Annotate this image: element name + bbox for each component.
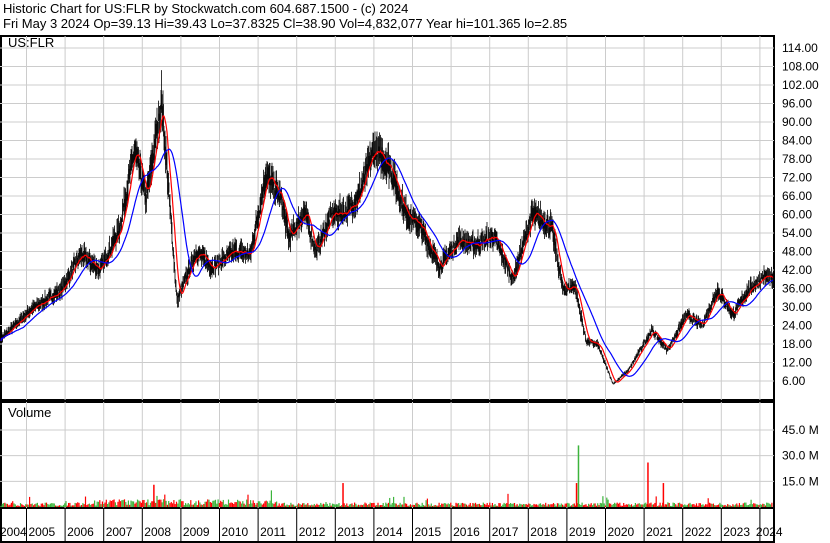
- year-label: 2021: [646, 525, 673, 539]
- symbol-label: US:FLR: [8, 35, 54, 50]
- year-label: 2022: [685, 525, 712, 539]
- price-tick-label: 18.00: [782, 337, 812, 351]
- year-label: 2015: [415, 525, 442, 539]
- year-label: 2007: [106, 525, 133, 539]
- price-tick-label: 30.00: [782, 300, 812, 314]
- price-tick-label: 72.00: [782, 171, 812, 185]
- price-tick-label: 78.00: [782, 152, 812, 166]
- year-label: 2012: [299, 525, 326, 539]
- year-label: 2020: [608, 525, 635, 539]
- volume-panel: [0, 401, 775, 509]
- price-tick-label: 96.00: [782, 97, 812, 111]
- price-tick-label: 36.00: [782, 282, 812, 296]
- price-tick-label: 90.00: [782, 115, 812, 129]
- year-label: 2016: [453, 525, 480, 539]
- quote-line: Fri May 3 2024 Op=39.13 Hi=39.43 Lo=37.8…: [3, 16, 568, 31]
- volume-tick-label: 45.0 M: [782, 423, 819, 437]
- price-tick-label: 12.00: [782, 356, 812, 370]
- year-label: 2006: [67, 525, 94, 539]
- year-label: 2023: [723, 525, 750, 539]
- year-label: 2008: [144, 525, 171, 539]
- price-panel: [0, 35, 775, 401]
- price-tick-label: 84.00: [782, 134, 812, 148]
- moving-average-short: [0, 115, 774, 383]
- volume-label: Volume: [8, 405, 51, 420]
- year-label: 2019: [569, 525, 596, 539]
- x-axis-panel: [0, 507, 775, 543]
- price-tick-label: 24.00: [782, 319, 812, 333]
- year-label: 2014: [376, 525, 403, 539]
- year-label: 2010: [222, 525, 249, 539]
- price-tick-label: 66.00: [782, 189, 812, 203]
- price-tick-label: 42.00: [782, 263, 812, 277]
- year-label: 2018: [530, 525, 557, 539]
- year-label: 2004: [0, 525, 27, 539]
- price-tick-label: 48.00: [782, 245, 812, 259]
- price-tick-label: 114.00: [782, 41, 818, 55]
- year-label: 2011: [260, 525, 286, 539]
- price-tick-label: 6.00: [782, 374, 806, 388]
- volume-bars: [0, 445, 773, 507]
- volume-tick-label: 15.0 M: [782, 474, 819, 488]
- year-label: 2017: [492, 525, 519, 539]
- price-tick-label: 108.00: [782, 60, 819, 74]
- chart-title: Historic Chart for US:FLR by Stockwatch.…: [3, 1, 409, 16]
- year-label: 2009: [183, 525, 210, 539]
- moving-average-long: [0, 148, 774, 377]
- year-label: 2013: [337, 525, 364, 539]
- year-label: 2024: [756, 525, 783, 539]
- price-tick-label: 54.00: [782, 226, 812, 240]
- price-tick-label: 60.00: [782, 208, 812, 222]
- volume-tick-label: 30.0 M: [782, 449, 819, 463]
- year-label: 2005: [29, 525, 56, 539]
- price-tick-label: 102.00: [782, 78, 819, 92]
